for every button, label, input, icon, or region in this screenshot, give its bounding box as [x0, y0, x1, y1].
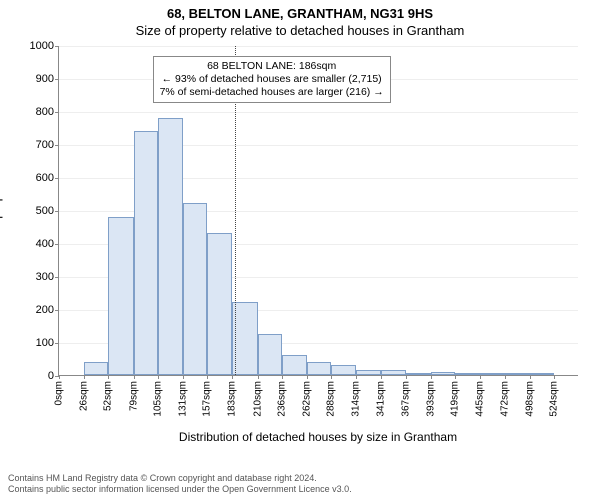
ytick-mark [55, 46, 59, 47]
xtick-mark [381, 375, 382, 379]
histogram-bar [406, 373, 431, 375]
histogram-bar [455, 373, 480, 375]
footer-attribution: Contains HM Land Registry data © Crown c… [8, 473, 352, 496]
xtick-label: 472sqm [500, 381, 511, 417]
gridline [59, 46, 578, 47]
histogram-bar [356, 370, 382, 375]
annotation-line-1: 68 BELTON LANE: 186sqm [160, 60, 384, 73]
xtick-label: 393sqm [425, 381, 436, 417]
xtick-label: 288sqm [326, 381, 337, 417]
xtick-label: 341sqm [376, 381, 387, 417]
ytick-label: 600 [14, 172, 54, 184]
xtick-label: 183sqm [227, 381, 238, 417]
xtick-mark [158, 375, 159, 379]
xtick-mark [431, 375, 432, 379]
ytick-label: 400 [14, 238, 54, 250]
footer-line-1: Contains HM Land Registry data © Crown c… [8, 473, 352, 485]
xtick-label: 52sqm [103, 381, 114, 411]
histogram-bar [158, 118, 183, 375]
ytick-mark [55, 310, 59, 311]
ytick-mark [55, 145, 59, 146]
histogram-bar [331, 365, 356, 375]
ytick-mark [55, 178, 59, 179]
xtick-mark [554, 375, 555, 379]
ytick-label: 0 [14, 370, 54, 382]
xtick-label: 236sqm [277, 381, 288, 417]
xtick-mark [108, 375, 109, 379]
histogram-bar [84, 362, 109, 375]
xtick-mark [59, 375, 60, 379]
xtick-label: 367sqm [400, 381, 411, 417]
xtick-mark [232, 375, 233, 379]
ytick-label: 700 [14, 139, 54, 151]
annotation-line-2: ← 93% of detached houses are smaller (2,… [160, 73, 384, 86]
xtick-label: 79sqm [128, 381, 139, 411]
xtick-mark [530, 375, 531, 379]
histogram-bar [134, 131, 159, 375]
xtick-mark [134, 375, 135, 379]
plot-area: 0sqm26sqm52sqm79sqm105sqm131sqm157sqm183… [58, 46, 578, 376]
xtick-label: 262sqm [301, 381, 312, 417]
xtick-label: 498sqm [524, 381, 535, 417]
xtick-label: 0sqm [54, 381, 65, 405]
histogram-bar [530, 373, 555, 375]
histogram-bar [282, 355, 307, 375]
ytick-label: 200 [14, 304, 54, 316]
histogram-bar [505, 373, 530, 375]
histogram-bar [207, 233, 232, 375]
histogram-bar [480, 373, 506, 375]
ytick-mark [55, 79, 59, 80]
histogram-bar [183, 203, 208, 375]
xtick-label: 157sqm [202, 381, 213, 417]
xtick-label: 445sqm [474, 381, 485, 417]
xtick-mark [258, 375, 259, 379]
xtick-mark [307, 375, 308, 379]
xtick-label: 26sqm [78, 381, 89, 411]
ytick-mark [55, 211, 59, 212]
page-title: 68, BELTON LANE, GRANTHAM, NG31 9HS [0, 0, 600, 21]
histogram-bar [307, 362, 332, 375]
ytick-label: 500 [14, 205, 54, 217]
xtick-mark [331, 375, 332, 379]
chart-container: Number of detached properties 0sqm26sqm5… [0, 46, 600, 450]
xtick-mark [84, 375, 85, 379]
ytick-mark [55, 277, 59, 278]
ytick-mark [55, 112, 59, 113]
y-axis-label: Number of detached properties [0, 165, 3, 330]
xtick-label: 524sqm [549, 381, 560, 417]
xtick-mark [356, 375, 357, 379]
ytick-label: 900 [14, 73, 54, 85]
xtick-mark [455, 375, 456, 379]
ytick-label: 300 [14, 271, 54, 283]
xtick-mark [406, 375, 407, 379]
xtick-label: 105sqm [153, 381, 164, 417]
gridline [59, 112, 578, 113]
xtick-label: 419sqm [450, 381, 461, 417]
xtick-label: 131sqm [177, 381, 188, 417]
ytick-mark [55, 244, 59, 245]
histogram-bar [431, 372, 456, 375]
xtick-label: 210sqm [252, 381, 263, 417]
ytick-label: 800 [14, 106, 54, 118]
x-axis-label: Distribution of detached houses by size … [58, 430, 578, 444]
xtick-mark [183, 375, 184, 379]
annotation-box: 68 BELTON LANE: 186sqm← 93% of detached … [153, 56, 391, 103]
page-subtitle: Size of property relative to detached ho… [0, 21, 600, 38]
footer-line-2: Contains public sector information licen… [8, 484, 352, 496]
xtick-mark [505, 375, 506, 379]
ytick-mark [55, 343, 59, 344]
xtick-label: 314sqm [350, 381, 361, 417]
histogram-bar [258, 334, 283, 375]
xtick-mark [207, 375, 208, 379]
histogram-bar [108, 217, 134, 375]
xtick-mark [282, 375, 283, 379]
annotation-line-3: 7% of semi-detached houses are larger (2… [160, 86, 384, 99]
ytick-label: 100 [14, 337, 54, 349]
xtick-mark [480, 375, 481, 379]
histogram-bar [381, 370, 406, 375]
ytick-label: 1000 [14, 40, 54, 52]
